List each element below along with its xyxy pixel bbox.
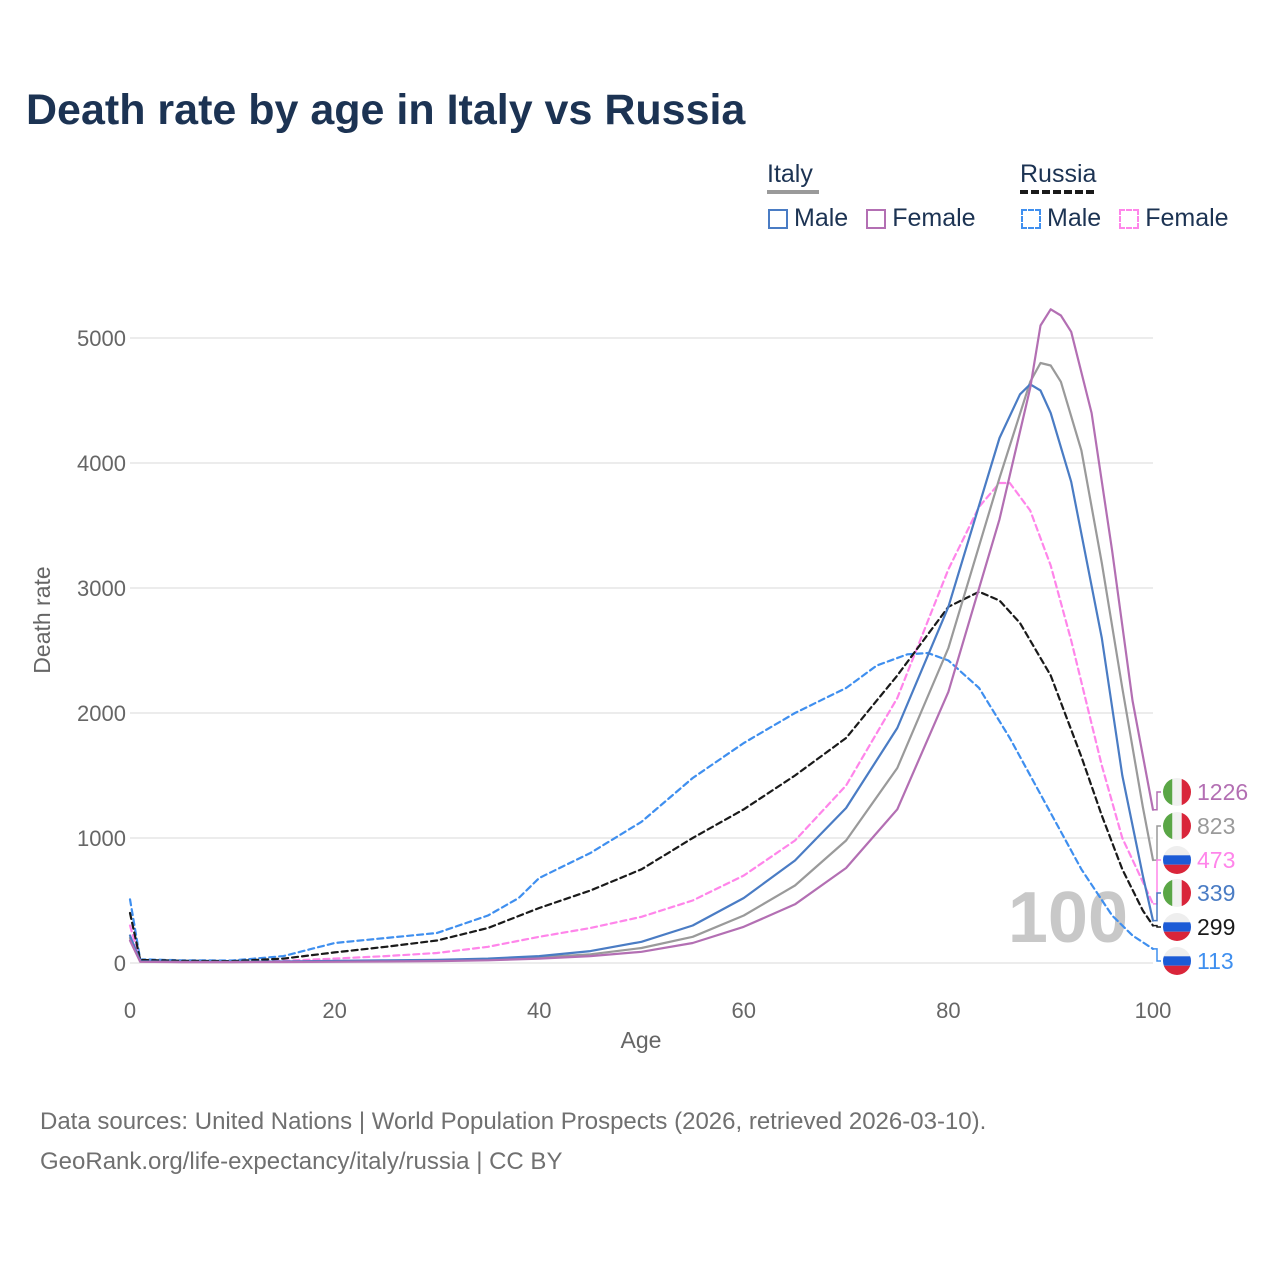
y-tick-label: 3000 — [77, 576, 126, 601]
x-tick-label: 100 — [1135, 998, 1172, 1023]
x-axis-label: Age — [621, 1027, 662, 1053]
x-tick-label: 60 — [732, 998, 756, 1023]
footer-sources: Data sources: United Nations | World Pop… — [40, 1108, 987, 1135]
y-axis-label: Death rate — [29, 566, 55, 673]
x-tick-label: 40 — [527, 998, 551, 1023]
end-labels: 1226 823 473 339 299 113 — [1153, 778, 1248, 975]
year-watermark: 100 — [1008, 878, 1128, 958]
x-tick-label: 80 — [936, 998, 960, 1023]
end-label-connector — [1153, 791, 1161, 811]
russia-flag-icon — [1163, 947, 1191, 975]
end-label-value: 823 — [1197, 813, 1235, 839]
end-label-value: 473 — [1197, 847, 1235, 873]
italy-flag-icon — [1163, 879, 1191, 907]
x-tick-label: 0 — [124, 998, 136, 1023]
legend-italy-title: Italy — [767, 160, 813, 188]
y-tick-label: 1000 — [77, 826, 126, 851]
legend-russia-title: Russia — [1020, 160, 1097, 188]
legend-italy-female-swatch — [866, 208, 887, 229]
legend-russia-male[interactable]: Male — [1021, 204, 1101, 233]
russia-flag-icon — [1163, 913, 1191, 941]
legend-russia-male-swatch — [1021, 208, 1041, 229]
end-label-value: 299 — [1197, 914, 1235, 940]
end-label-connector — [1153, 948, 1161, 962]
end-label-value: 113 — [1197, 948, 1234, 974]
italy-flag-icon — [1163, 812, 1191, 840]
end-label-value: 339 — [1197, 880, 1235, 906]
series-line-russia-male[interactable] — [128, 651, 1155, 962]
watermark-layer: 100 — [1008, 878, 1128, 958]
end-label-connector — [1153, 825, 1161, 861]
footer-link[interactable]: GeoRank.org/life-expectancy/italy/russia… — [40, 1148, 563, 1175]
italy-flag-icon — [1163, 778, 1191, 806]
y-tick-label: 0 — [114, 951, 126, 976]
legend-italy-line — [767, 190, 819, 194]
legend-italy-female[interactable]: Female — [866, 204, 976, 233]
y-tick-label: 5000 — [77, 326, 126, 351]
series-line-russia-total[interactable] — [128, 590, 1155, 963]
y-tick-label: 2000 — [77, 701, 126, 726]
y-tick-label: 4000 — [77, 451, 126, 476]
legend-italy-male[interactable]: Male — [768, 204, 848, 233]
legend-italy-male-swatch — [768, 208, 788, 229]
end-label-connector — [1153, 892, 1161, 922]
end-label-connector — [1153, 859, 1161, 905]
x-tick-label: 20 — [322, 998, 346, 1023]
series-line-italy-total[interactable] — [128, 361, 1155, 964]
legend-italy: Italy Male Female — [767, 160, 976, 232]
russia-flag-icon — [1163, 846, 1191, 874]
series-layer — [128, 308, 1155, 964]
end-label-value: 1226 — [1197, 779, 1248, 805]
axes: Age Death rate — [29, 566, 661, 1053]
grid-lines: 0 1000 2000 3000 4000 5000 0 20 40 60 80 100 — [77, 326, 1171, 1023]
legend-russia-line — [1020, 190, 1094, 194]
legend-italy-female-label: Female — [892, 204, 976, 232]
legend-russia-female-label: Female — [1145, 204, 1229, 232]
series-line-russia-female[interactable] — [128, 481, 1155, 963]
legend-russia-female-swatch — [1119, 208, 1140, 229]
legend-russia-female[interactable]: Female — [1119, 204, 1229, 233]
legend-russia-male-label: Male — [1047, 204, 1102, 232]
legend-russia: Russia Male Female — [1020, 160, 1229, 232]
legend-italy-male-label: Male — [794, 204, 849, 232]
end-label-connector — [1153, 924, 1161, 928]
chart-title: Death rate by age in Italy vs Russia — [26, 86, 746, 134]
series-line-italy-female[interactable] — [128, 308, 1155, 964]
series-line-italy-male[interactable] — [128, 383, 1155, 963]
